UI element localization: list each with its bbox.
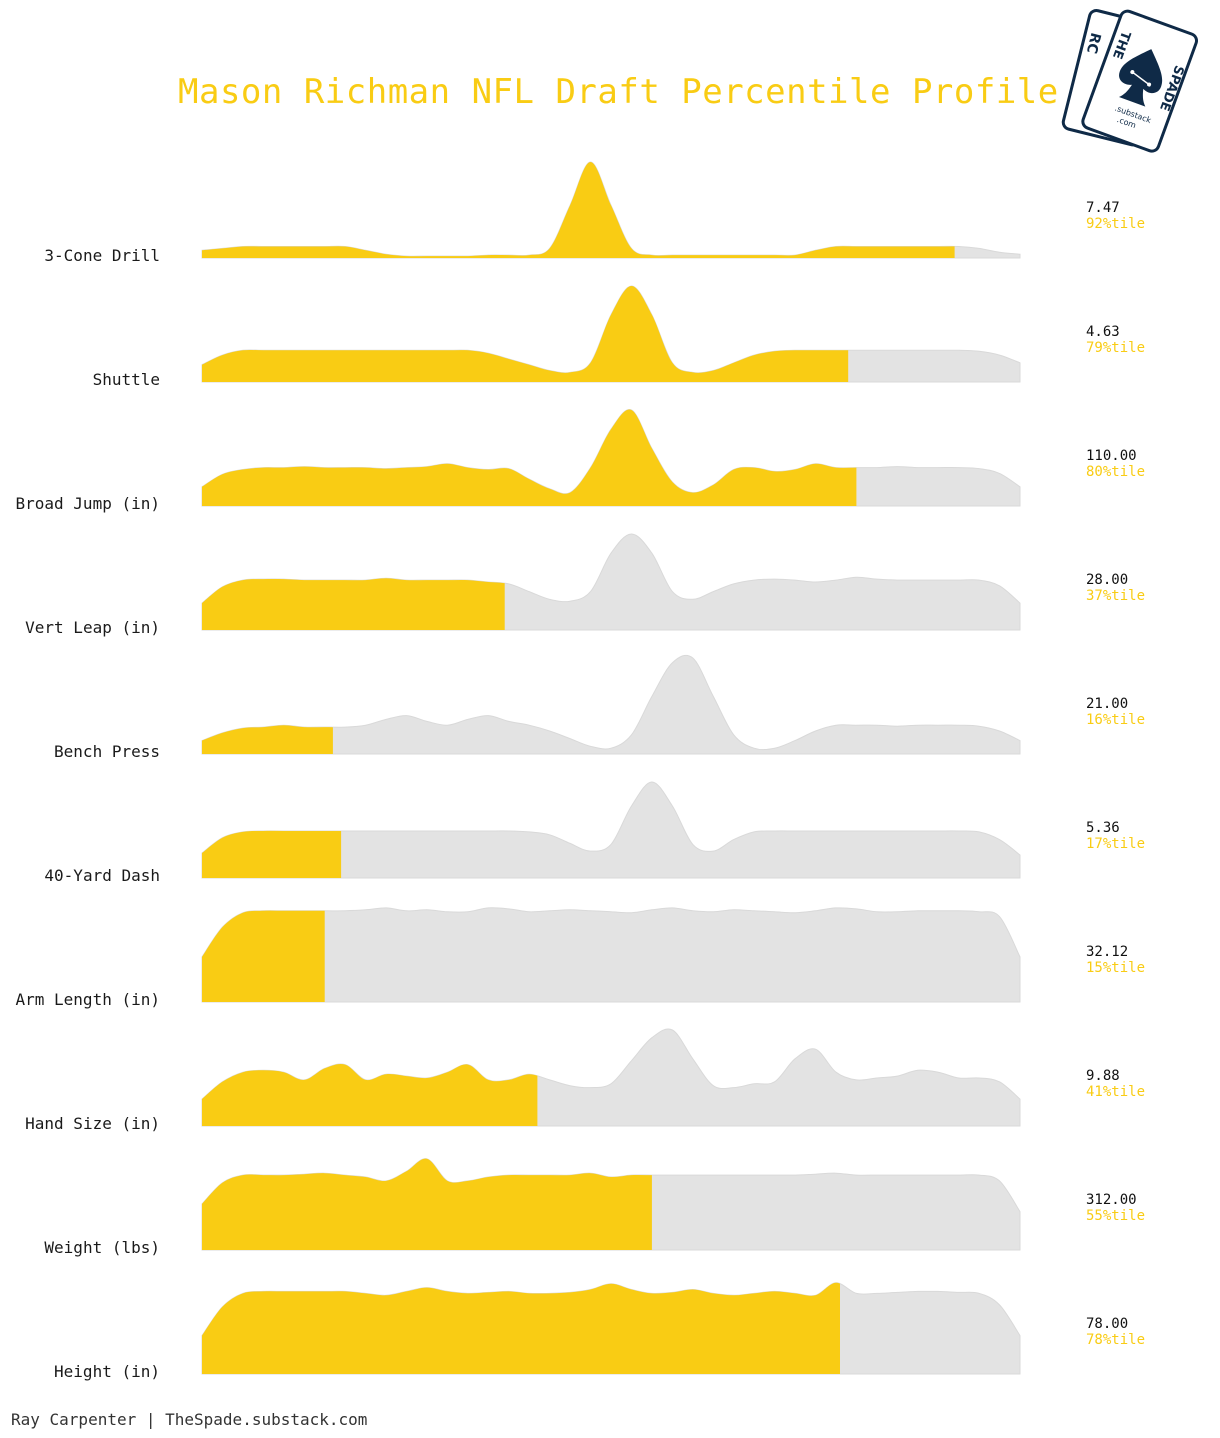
row-label: Hand Size (in) bbox=[25, 1114, 160, 1133]
percentile-label: 78%tile bbox=[1086, 1332, 1145, 1348]
measurement-value: 9.88 bbox=[1086, 1068, 1120, 1084]
measurement-value: 5.36 bbox=[1086, 820, 1120, 836]
ridge-percentile-fill bbox=[202, 1282, 840, 1374]
measurement-value: 7.47 bbox=[1086, 200, 1120, 216]
ridge-percentile-fill bbox=[202, 1158, 652, 1250]
front-card: THE SPADE .substack .com bbox=[1081, 9, 1199, 153]
ridge-percentile-fill bbox=[202, 1063, 538, 1126]
ridge-density-shape bbox=[201, 654, 1021, 755]
spade-logo: RC THE SPADE .substack .com bbox=[1061, 9, 1199, 153]
footer-credit: Ray Carpenter | TheSpade.substack.com bbox=[11, 1410, 368, 1429]
measurement-value: 32.12 bbox=[1086, 944, 1128, 960]
ridge-percentile-fill bbox=[202, 910, 325, 1002]
spade-icon bbox=[1119, 49, 1163, 107]
percentile-label: 92%tile bbox=[1086, 216, 1145, 232]
ridge-percentile-fill bbox=[202, 286, 849, 382]
ridge-percentile-fill bbox=[202, 725, 333, 754]
row-label: Arm Length (in) bbox=[16, 990, 161, 1009]
row-label: Vert Leap (in) bbox=[25, 618, 160, 637]
row-label: 40-Yard Dash bbox=[44, 866, 160, 885]
measurement-value: 78.00 bbox=[1086, 1316, 1128, 1332]
percentile-label: 37%tile bbox=[1086, 588, 1145, 604]
measurement-value: 4.63 bbox=[1086, 324, 1120, 340]
row-label: Weight (lbs) bbox=[44, 1238, 160, 1257]
row-label: Broad Jump (in) bbox=[16, 494, 161, 513]
percentile-label: 16%tile bbox=[1086, 712, 1145, 728]
back-card-text: RC bbox=[1083, 31, 1104, 55]
measurement-value: 21.00 bbox=[1086, 696, 1128, 712]
percentile-label: 41%tile bbox=[1086, 1084, 1145, 1100]
row-label: Height (in) bbox=[54, 1362, 160, 1381]
measurement-value: 110.00 bbox=[1086, 448, 1137, 464]
row-label: 3-Cone Drill bbox=[44, 246, 160, 265]
measurement-value: 28.00 bbox=[1086, 572, 1128, 588]
chart-title: Mason Richman NFL Draft Percentile Profi… bbox=[178, 72, 1059, 112]
ridge-density-shape bbox=[201, 907, 1021, 1003]
ridge-percentile-fill bbox=[202, 409, 857, 506]
ridge-percentile-fill bbox=[202, 830, 342, 878]
row-label: Bench Press bbox=[54, 742, 160, 761]
measurement-value: 312.00 bbox=[1086, 1192, 1137, 1208]
percentile-label: 17%tile bbox=[1086, 836, 1145, 852]
percentile-label: 80%tile bbox=[1086, 464, 1145, 480]
percentile-label: 79%tile bbox=[1086, 340, 1145, 356]
row-label: Shuttle bbox=[93, 370, 160, 389]
ridge-percentile-fill bbox=[202, 162, 955, 258]
percentile-label: 55%tile bbox=[1086, 1208, 1145, 1224]
ridge-percentile-fill bbox=[202, 578, 505, 630]
percentile-label: 15%tile bbox=[1086, 960, 1145, 976]
